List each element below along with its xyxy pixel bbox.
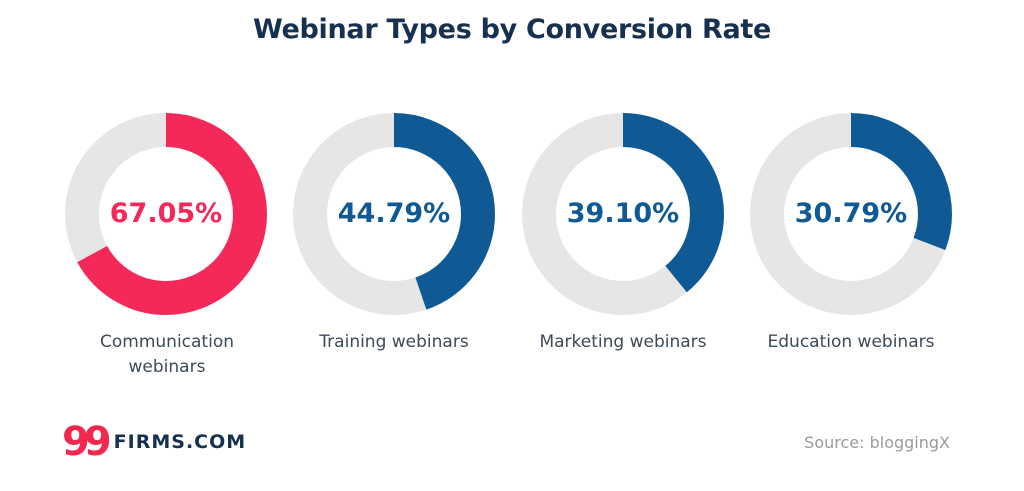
data-label-training: 44.79%: [337, 198, 451, 229]
data-label-education: 30.79%: [794, 198, 908, 229]
donut-training: 44.79%: [293, 113, 495, 315]
logo-mark: 99: [62, 419, 112, 465]
category-label-communication: Communication webinars: [100, 332, 234, 377]
donut-education: 30.79%: [750, 113, 952, 315]
chart-title: Webinar Types by Conversion Rate: [252, 14, 772, 45]
donut-arc-marketing: [522, 113, 724, 315]
donut-arc-education: [750, 113, 952, 315]
category-label-training: Training webinars: [319, 332, 469, 352]
data-label-communication: 67.05%: [109, 198, 223, 229]
source-note: Source: bloggingX: [804, 433, 950, 452]
donut-arc-training: [293, 113, 495, 315]
99firms-logo: 99 FIRMS.COM: [62, 420, 246, 464]
data-label-marketing: 39.10%: [566, 198, 680, 229]
donut-chart-education: [750, 113, 952, 315]
donut-chart-marketing: [522, 113, 724, 315]
logo-text: FIRMS.COM: [113, 431, 247, 453]
category-label-marketing: Marketing webinars: [539, 332, 707, 352]
donut-chart-training: [293, 113, 495, 315]
donut-chart-communication: [65, 113, 267, 315]
donut-arc-communication: [65, 113, 267, 315]
category-label-education: Education webinars: [767, 332, 935, 352]
donut-marketing: 39.10%: [522, 113, 724, 315]
donut-communication: 67.05%: [65, 113, 267, 315]
